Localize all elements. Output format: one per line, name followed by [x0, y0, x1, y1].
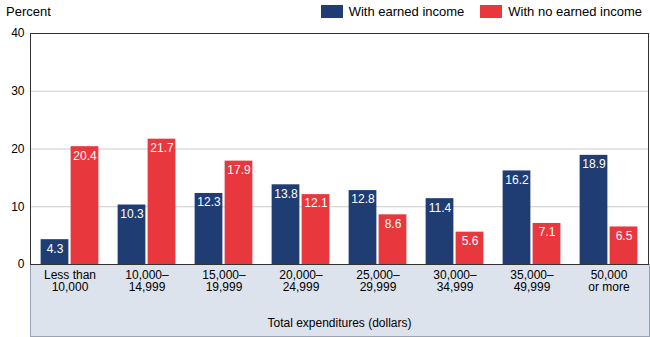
svg-text:12.8: 12.8: [351, 192, 375, 206]
html-text:With no earned income: With no earned income: [508, 4, 642, 19]
svg-text:50,000or more: 50,000or more: [588, 268, 630, 294]
svg-text:25,000–29,999: 25,000–29,999: [356, 268, 400, 294]
svg-text:30,000–34,999: 30,000–34,999: [433, 268, 477, 294]
svg-text:35,000–49,999: 35,000–49,999: [510, 268, 554, 294]
svg-text:Less than10,000: Less than10,000: [44, 268, 96, 294]
svg-text:16.2: 16.2: [505, 173, 529, 187]
svg-text:20.4: 20.4: [73, 149, 97, 163]
svg-text:10,000–14,999: 10,000–14,999: [125, 268, 169, 294]
svg-text:10.3: 10.3: [120, 207, 144, 221]
svg-text:20,000–24,999: 20,000–24,999: [279, 268, 323, 294]
svg-text:10: 10: [11, 200, 25, 214]
svg-text:12.3: 12.3: [197, 195, 221, 209]
svg-text:Total expenditures (dollars): Total expenditures (dollars): [267, 316, 411, 330]
svg-text:20: 20: [11, 142, 25, 156]
svg-text:21.7: 21.7: [150, 141, 174, 155]
svg-text:12.1: 12.1: [304, 196, 328, 210]
svg-text:4.3: 4.3: [47, 242, 64, 256]
svg-text:7.1: 7.1: [539, 225, 556, 239]
svg-text:13.8: 13.8: [274, 187, 298, 201]
html-text:Percent: Percent: [6, 4, 51, 19]
svg-text:40: 40: [11, 26, 25, 40]
svg-text:15,000–19,999: 15,000–19,999: [202, 268, 246, 294]
svg-text:17.9: 17.9: [227, 163, 251, 177]
svg-text:30: 30: [11, 84, 25, 98]
html-text:With earned income: With earned income: [348, 4, 465, 19]
svg-text:0: 0: [18, 257, 25, 271]
svg-text:11.4: 11.4: [429, 201, 452, 215]
svg-text:5.6: 5.6: [462, 234, 479, 248]
svg-text:8.6: 8.6: [385, 217, 402, 231]
svg-text:6.5: 6.5: [616, 229, 633, 243]
svg-text:18.9: 18.9: [582, 157, 606, 171]
